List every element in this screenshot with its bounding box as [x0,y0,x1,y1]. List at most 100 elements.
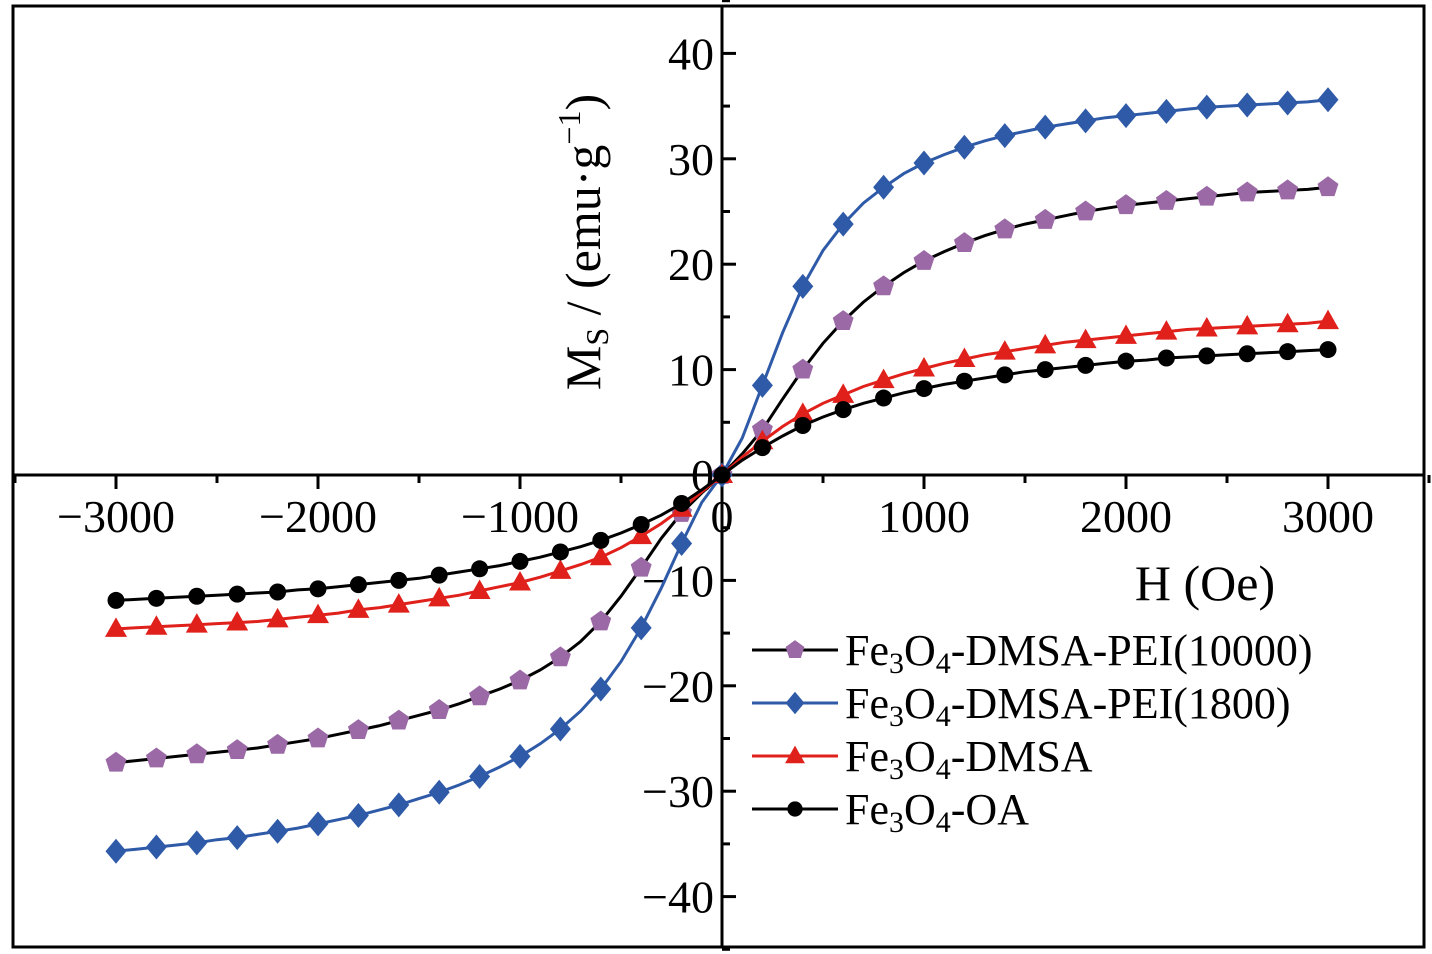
data-point [993,340,1016,360]
data-point [1157,349,1175,367]
x-axis-title: H (Oe) [1135,555,1275,611]
data-point [592,531,610,549]
data-point [953,232,975,253]
data-point [1236,181,1258,202]
data-point [913,357,935,377]
data-point [471,560,489,578]
data-point [468,579,491,599]
legend-marker [785,745,805,764]
data-point [147,589,165,607]
y-tick-label: 10 [668,345,714,396]
y-tick-label: −30 [642,766,714,817]
data-point [1155,320,1178,340]
series-3 [107,341,1337,609]
y-axis-title-main: M [555,346,611,390]
data-point [387,593,410,613]
data-point [751,372,773,398]
y-tick-label: −10 [642,555,714,606]
data-point [430,566,448,584]
data-point [549,559,572,579]
data-point [347,598,370,618]
data-point [347,719,369,739]
data-point [792,358,814,379]
x-tick-label: 3000 [1282,491,1374,542]
data-point [1277,179,1299,200]
legend-label-part: 3 [889,753,904,786]
data-point [309,580,327,598]
legend: Fe3O4-DMSA-PEI(10000)Fe3O4-DMSA-PEI(1800… [752,626,1313,839]
data-point [1117,352,1135,370]
data-point [832,211,854,237]
legend-label-part: O [904,626,936,675]
x-tick-label: 2000 [1080,491,1172,542]
data-point [915,380,933,398]
data-point [1075,108,1097,134]
data-point [1279,343,1297,361]
data-point [509,743,531,769]
data-point [388,709,410,730]
data-point [1276,312,1299,333]
data-point [630,615,652,641]
data-point [388,792,410,818]
data-point [590,610,612,631]
data-point [390,571,408,589]
data-point [792,273,814,299]
data-point [1277,90,1299,116]
data-point [630,556,652,577]
data-point [913,150,935,176]
data-point [834,401,852,419]
data-point [875,389,893,407]
legend-marker [785,640,805,659]
legend-marker [785,691,805,715]
data-point [228,585,246,603]
y-tick-label: 30 [668,134,714,185]
data-point [673,494,691,512]
data-point [267,733,289,754]
data-point [1317,176,1339,197]
legend-label-part: -DMSA-PEI(1800) [951,679,1291,728]
data-point [873,174,895,200]
data-point [105,838,127,864]
y-axis-title-sup: −1 [551,111,587,145]
data-point [589,545,612,566]
legend-label-part: Fe [845,732,889,781]
data-point [1075,200,1097,221]
data-point [549,716,571,742]
y-tick-label: 40 [668,28,714,79]
data-point [428,586,451,607]
data-point [266,607,289,628]
legend-label-part: 4 [936,806,951,839]
data-point [551,543,569,561]
data-point [428,699,450,719]
data-point [267,818,289,844]
x-tick-label: 0 [711,491,734,542]
data-point [145,834,167,860]
y-tick-label: −40 [642,872,714,923]
data-point [145,615,168,635]
data-point [1198,347,1216,365]
legend-label: Fe3O4-DMSA-PEI(1800) [845,679,1291,733]
data-point [955,372,973,390]
data-point [347,802,369,828]
data-point [307,603,329,624]
data-point [269,583,287,601]
x-tick-label: 1000 [878,491,970,542]
data-point [832,383,855,403]
legend-label-part: 3 [889,700,904,733]
data-point [1077,356,1095,374]
data-point [307,811,329,837]
y-axis-title-sub: S [579,328,615,346]
data-point [953,347,976,368]
legend-label-part: 3 [889,806,904,839]
legend-item: Fe3O4-DMSA [752,732,1093,786]
data-point [630,524,653,545]
data-point [186,743,208,764]
legend-label: Fe3O4-DMSA [845,732,1093,786]
legend-marker [787,801,803,817]
data-point [632,516,650,534]
legend-label-part: O [904,679,936,728]
data-point [953,134,975,160]
data-point [872,368,895,389]
legend-item: Fe3O4-OA [752,785,1029,839]
